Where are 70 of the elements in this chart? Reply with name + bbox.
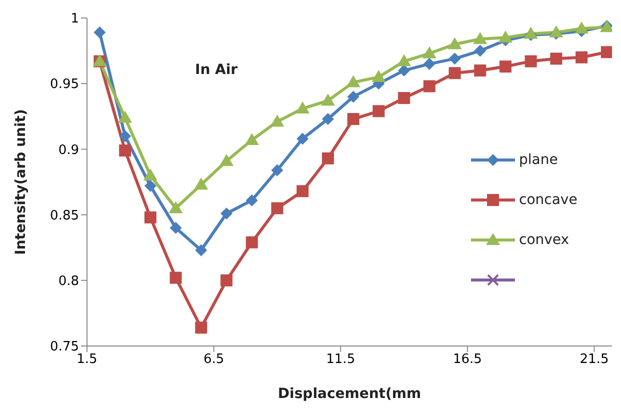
point (220, 274, 232, 286)
y-tick-label: 1 (70, 12, 79, 27)
point (448, 67, 461, 80)
point (244, 133, 259, 146)
point (296, 185, 309, 198)
point (574, 21, 589, 34)
point (320, 94, 335, 106)
point (195, 244, 208, 256)
legend-label: concave (519, 192, 578, 208)
point (499, 60, 512, 73)
point (322, 152, 334, 164)
point (473, 32, 488, 44)
point (94, 26, 106, 38)
point (448, 52, 461, 65)
point (219, 154, 234, 166)
point (498, 30, 512, 43)
point (423, 80, 436, 92)
point (550, 52, 562, 65)
point (347, 90, 360, 103)
point (144, 211, 156, 224)
x-axis-title: Displacement(mm (278, 386, 422, 402)
point (448, 37, 462, 50)
legend-label: convex (519, 232, 570, 248)
x-tick-label: 11.5 (326, 352, 356, 368)
point (195, 322, 208, 334)
point (170, 222, 182, 234)
point (119, 144, 132, 157)
x-tick-label: 6.5 (203, 352, 224, 368)
point (246, 236, 258, 248)
point (119, 130, 132, 142)
point (397, 54, 412, 66)
y-tick-label: 0.75 (50, 340, 79, 355)
point (524, 26, 538, 39)
y-tick-label: 0.8 (58, 274, 79, 290)
point (423, 58, 436, 70)
point (194, 178, 208, 190)
y-tick-label: 0.9 (58, 142, 79, 158)
point (372, 70, 386, 82)
point (271, 164, 284, 176)
point (346, 75, 360, 88)
annotation: In Air (195, 62, 238, 78)
legend-label: plane (519, 152, 558, 168)
point (271, 202, 284, 214)
point (347, 113, 360, 126)
point (549, 25, 564, 38)
point (246, 194, 258, 206)
y-tick-label: 0.95 (50, 77, 79, 92)
point (296, 102, 310, 114)
point (296, 132, 309, 145)
point (474, 44, 486, 57)
point (168, 201, 183, 214)
point (143, 168, 158, 180)
point (270, 114, 284, 127)
point (144, 180, 156, 192)
point (524, 55, 537, 68)
point (372, 105, 385, 118)
point (220, 207, 232, 220)
x-tick-label: 21.5 (580, 352, 609, 368)
point (118, 110, 132, 123)
point (398, 92, 410, 104)
point (576, 51, 588, 64)
point (600, 46, 612, 58)
point (422, 46, 436, 58)
x-tick-label: 16.5 (452, 352, 482, 368)
point (322, 113, 334, 126)
x-tick-label: 1.5 (76, 352, 98, 368)
point (474, 64, 486, 76)
y-axis-title: Intensity(arb unit) (12, 109, 29, 255)
point (170, 272, 182, 284)
y-tick-label: 0.85 (50, 208, 79, 224)
